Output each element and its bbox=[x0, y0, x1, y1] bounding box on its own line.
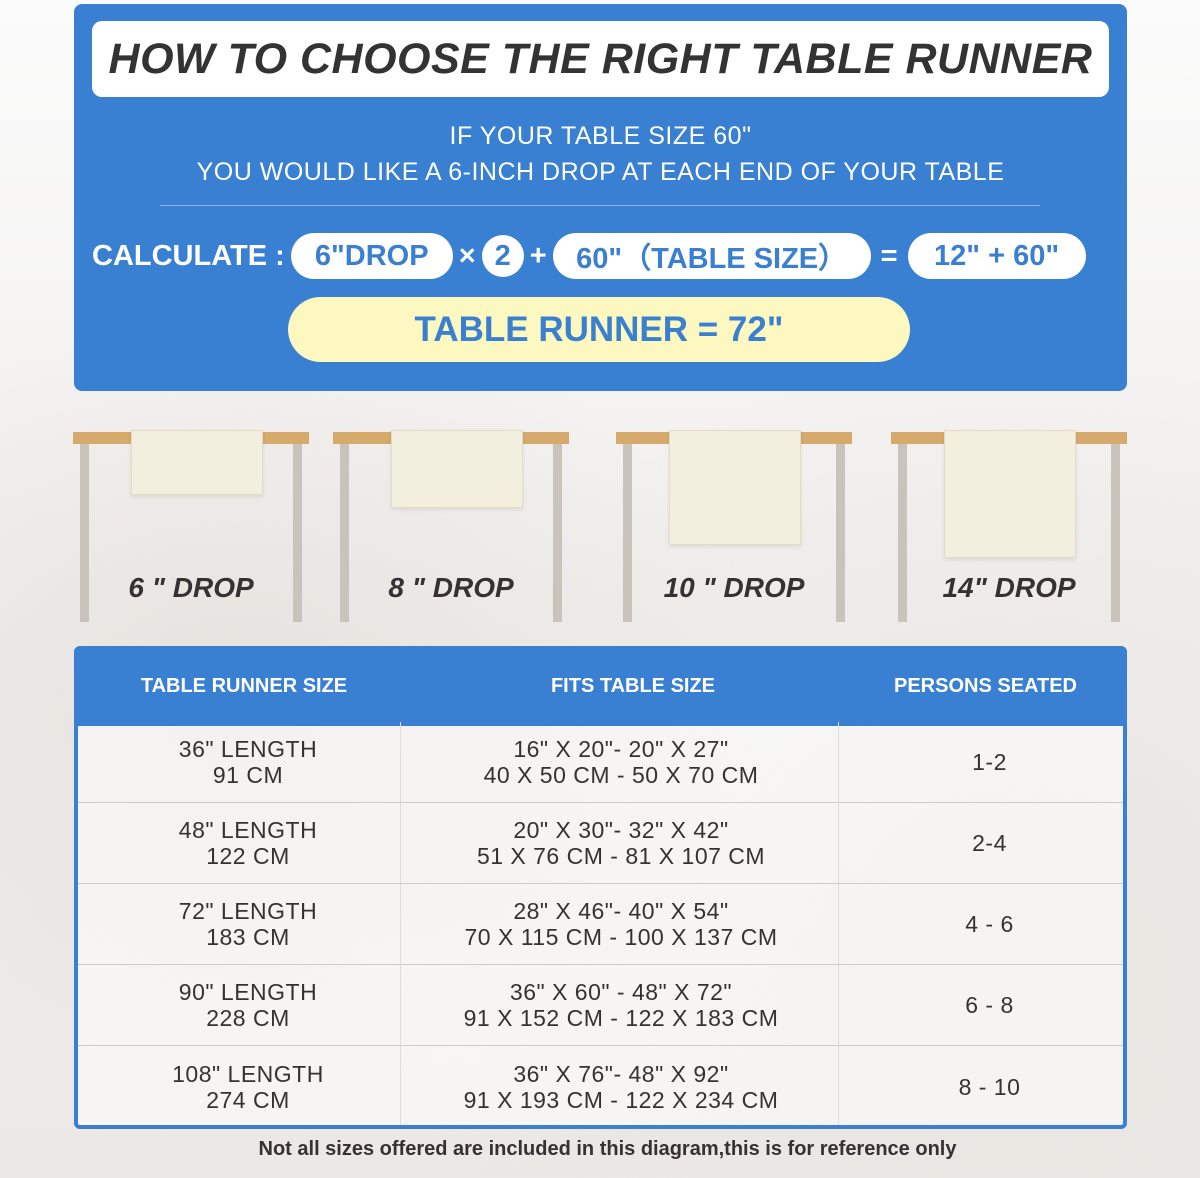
runner-length: 72" LENGTH bbox=[178, 898, 318, 924]
table-illustration-10: 10 " DROP bbox=[616, 430, 852, 622]
subtitle-line-1: IF YOUR TABLE SIZE 60" bbox=[449, 122, 752, 150]
runner-length: 48" LENGTH bbox=[178, 817, 318, 843]
table-leg bbox=[340, 444, 349, 622]
runner-size-cell: 36" LENGTH 91 CM bbox=[78, 736, 418, 788]
runner-length: 90" LENGTH bbox=[178, 979, 318, 1005]
fits-table-cell: 28" X 46"- 40" X 54" 70 X 115 CM - 100 X … bbox=[402, 898, 840, 950]
fits-inches: 16" X 20"- 20" X 27" bbox=[513, 736, 729, 762]
drop-label: 14" DROP bbox=[942, 572, 1076, 603]
runner-cm: 183 CM bbox=[206, 924, 290, 950]
runner-cm: 228 CM bbox=[206, 1005, 290, 1031]
fits-cm: 40 X 50 CM - 50 X 70 CM bbox=[483, 762, 759, 788]
fits-cm: 70 X 115 CM - 100 X 137 CM bbox=[464, 924, 778, 950]
drop-label: 10 " DROP bbox=[663, 572, 805, 603]
runner-length: 108" LENGTH bbox=[172, 1060, 324, 1087]
table-illustration-14: 14" DROP bbox=[891, 430, 1127, 622]
table-illustration-8: 8 " DROP bbox=[333, 430, 569, 622]
equals-sign: = bbox=[880, 239, 898, 272]
fits-table-cell: 36" X 76"- 48" X 92" 91 X 193 CM - 122 X … bbox=[402, 1061, 840, 1113]
runner-drop bbox=[669, 430, 801, 545]
persons-cell: 8 - 10 bbox=[958, 1073, 1021, 1100]
runner-cm: 122 CM bbox=[206, 843, 290, 869]
table-leg bbox=[898, 444, 907, 622]
table-leg bbox=[1111, 444, 1120, 622]
plus-sign: + bbox=[529, 239, 547, 272]
table-header: TABLE RUNNER SIZE FITS TABLE SIZE PERSON… bbox=[74, 646, 1127, 726]
header-runner-size: TABLE RUNNER SIZE bbox=[140, 674, 348, 697]
runner-drop bbox=[131, 430, 263, 495]
times-sign: × bbox=[458, 239, 476, 272]
runner-drop bbox=[391, 430, 523, 508]
runner-length: 36" LENGTH bbox=[178, 736, 318, 762]
drop-label: 8 " DROP bbox=[388, 572, 514, 603]
fits-inches: 36" X 76"- 48" X 92" bbox=[513, 1060, 729, 1087]
fits-table-cell: 36" X 60" - 48" X 72" 91 X 152 CM - 122 X… bbox=[402, 979, 840, 1031]
table-row: 90" LENGTH 228 CM 36" X 60" - 48" X 72" 91… bbox=[78, 965, 1123, 1046]
calculate-label: CALCULATE : bbox=[92, 239, 285, 272]
multiplier-pill: 2 bbox=[481, 235, 524, 277]
table-row: 72" LENGTH 183 CM 28" X 46"- 40" X 54" 70 … bbox=[78, 884, 1123, 965]
runner-size-cell: 48" LENGTH 122 CM bbox=[78, 817, 418, 869]
runner-size-cell: 72" LENGTH 183 CM bbox=[78, 898, 418, 950]
runner-cm: 91 CM bbox=[212, 762, 284, 788]
column-divider bbox=[400, 722, 401, 1125]
footnote: Not all sizes offered are included in th… bbox=[258, 1138, 957, 1160]
header-persons: PERSONS SEATED bbox=[894, 674, 1077, 697]
divider bbox=[160, 205, 1040, 206]
table-leg bbox=[80, 444, 89, 622]
runner-cm: 274 CM bbox=[206, 1086, 290, 1113]
fits-cm: 91 X 193 CM - 122 X 234 CM bbox=[463, 1086, 779, 1113]
header-fits-table: FITS TABLE SIZE bbox=[550, 674, 716, 697]
table-illustration-6: 6 " DROP bbox=[73, 430, 309, 622]
result-pill: TABLE RUNNER = 72" bbox=[288, 297, 910, 362]
persons-cell: 2-4 bbox=[972, 830, 1007, 856]
runner-size-cell: 108" LENGTH 274 CM bbox=[78, 1061, 418, 1113]
table-size-pill: 60"（TABLE SIZE） bbox=[552, 233, 871, 279]
fits-table-cell: 20" X 30"- 32" X 42" 51 X 76 CM - 81 X 10… bbox=[402, 817, 840, 869]
runner-drop bbox=[944, 430, 1076, 558]
calculation-row: CALCULATE : 6"DROP × 2 + 60"（TABLE SIZE）… bbox=[92, 233, 1086, 279]
table-leg bbox=[293, 444, 302, 622]
fits-cm: 51 X 76 CM - 81 X 107 CM bbox=[476, 843, 766, 869]
table-leg bbox=[623, 444, 632, 622]
subtitle-line-2: YOU WOULD LIKE A 6-INCH DROP AT EACH END… bbox=[196, 158, 1005, 186]
persons-cell: 6 - 8 bbox=[965, 992, 1014, 1018]
sum-pill: 12" + 60" bbox=[907, 233, 1086, 279]
table-leg bbox=[836, 444, 845, 622]
drop-label: 6 " DROP bbox=[128, 572, 254, 603]
table-row: 36" LENGTH 91 CM 16" X 20"- 20" X 27" 40 X… bbox=[78, 722, 1123, 803]
page-title: HOW TO CHOOSE THE RIGHT TABLE RUNNER bbox=[92, 21, 1109, 97]
fits-inches: 36" X 60" - 48" X 72" bbox=[509, 979, 733, 1005]
persons-cell: 1-2 bbox=[972, 749, 1007, 775]
drop-pill: 6"DROP bbox=[290, 233, 453, 279]
fits-cm: 91 X 152 CM - 122 X 183 CM bbox=[463, 1005, 779, 1031]
fits-inches: 28" X 46"- 40" X 54" bbox=[513, 898, 729, 924]
fits-inches: 20" X 30"- 32" X 42" bbox=[513, 817, 729, 843]
runner-size-cell: 90" LENGTH 228 CM bbox=[78, 979, 418, 1031]
column-divider bbox=[838, 722, 839, 1125]
fits-table-cell: 16" X 20"- 20" X 27" 40 X 50 CM - 50 X 70… bbox=[402, 736, 840, 788]
persons-cell: 4 - 6 bbox=[965, 911, 1014, 937]
table-row: 108" LENGTH 274 CM 36" X 76"- 48" X 92" 91… bbox=[78, 1046, 1123, 1127]
table-row: 48" LENGTH 122 CM 20" X 30"- 32" X 42" 51 … bbox=[78, 803, 1123, 884]
table-leg bbox=[553, 444, 562, 622]
size-table: TABLE RUNNER SIZE FITS TABLE SIZE PERSON… bbox=[74, 646, 1127, 1129]
